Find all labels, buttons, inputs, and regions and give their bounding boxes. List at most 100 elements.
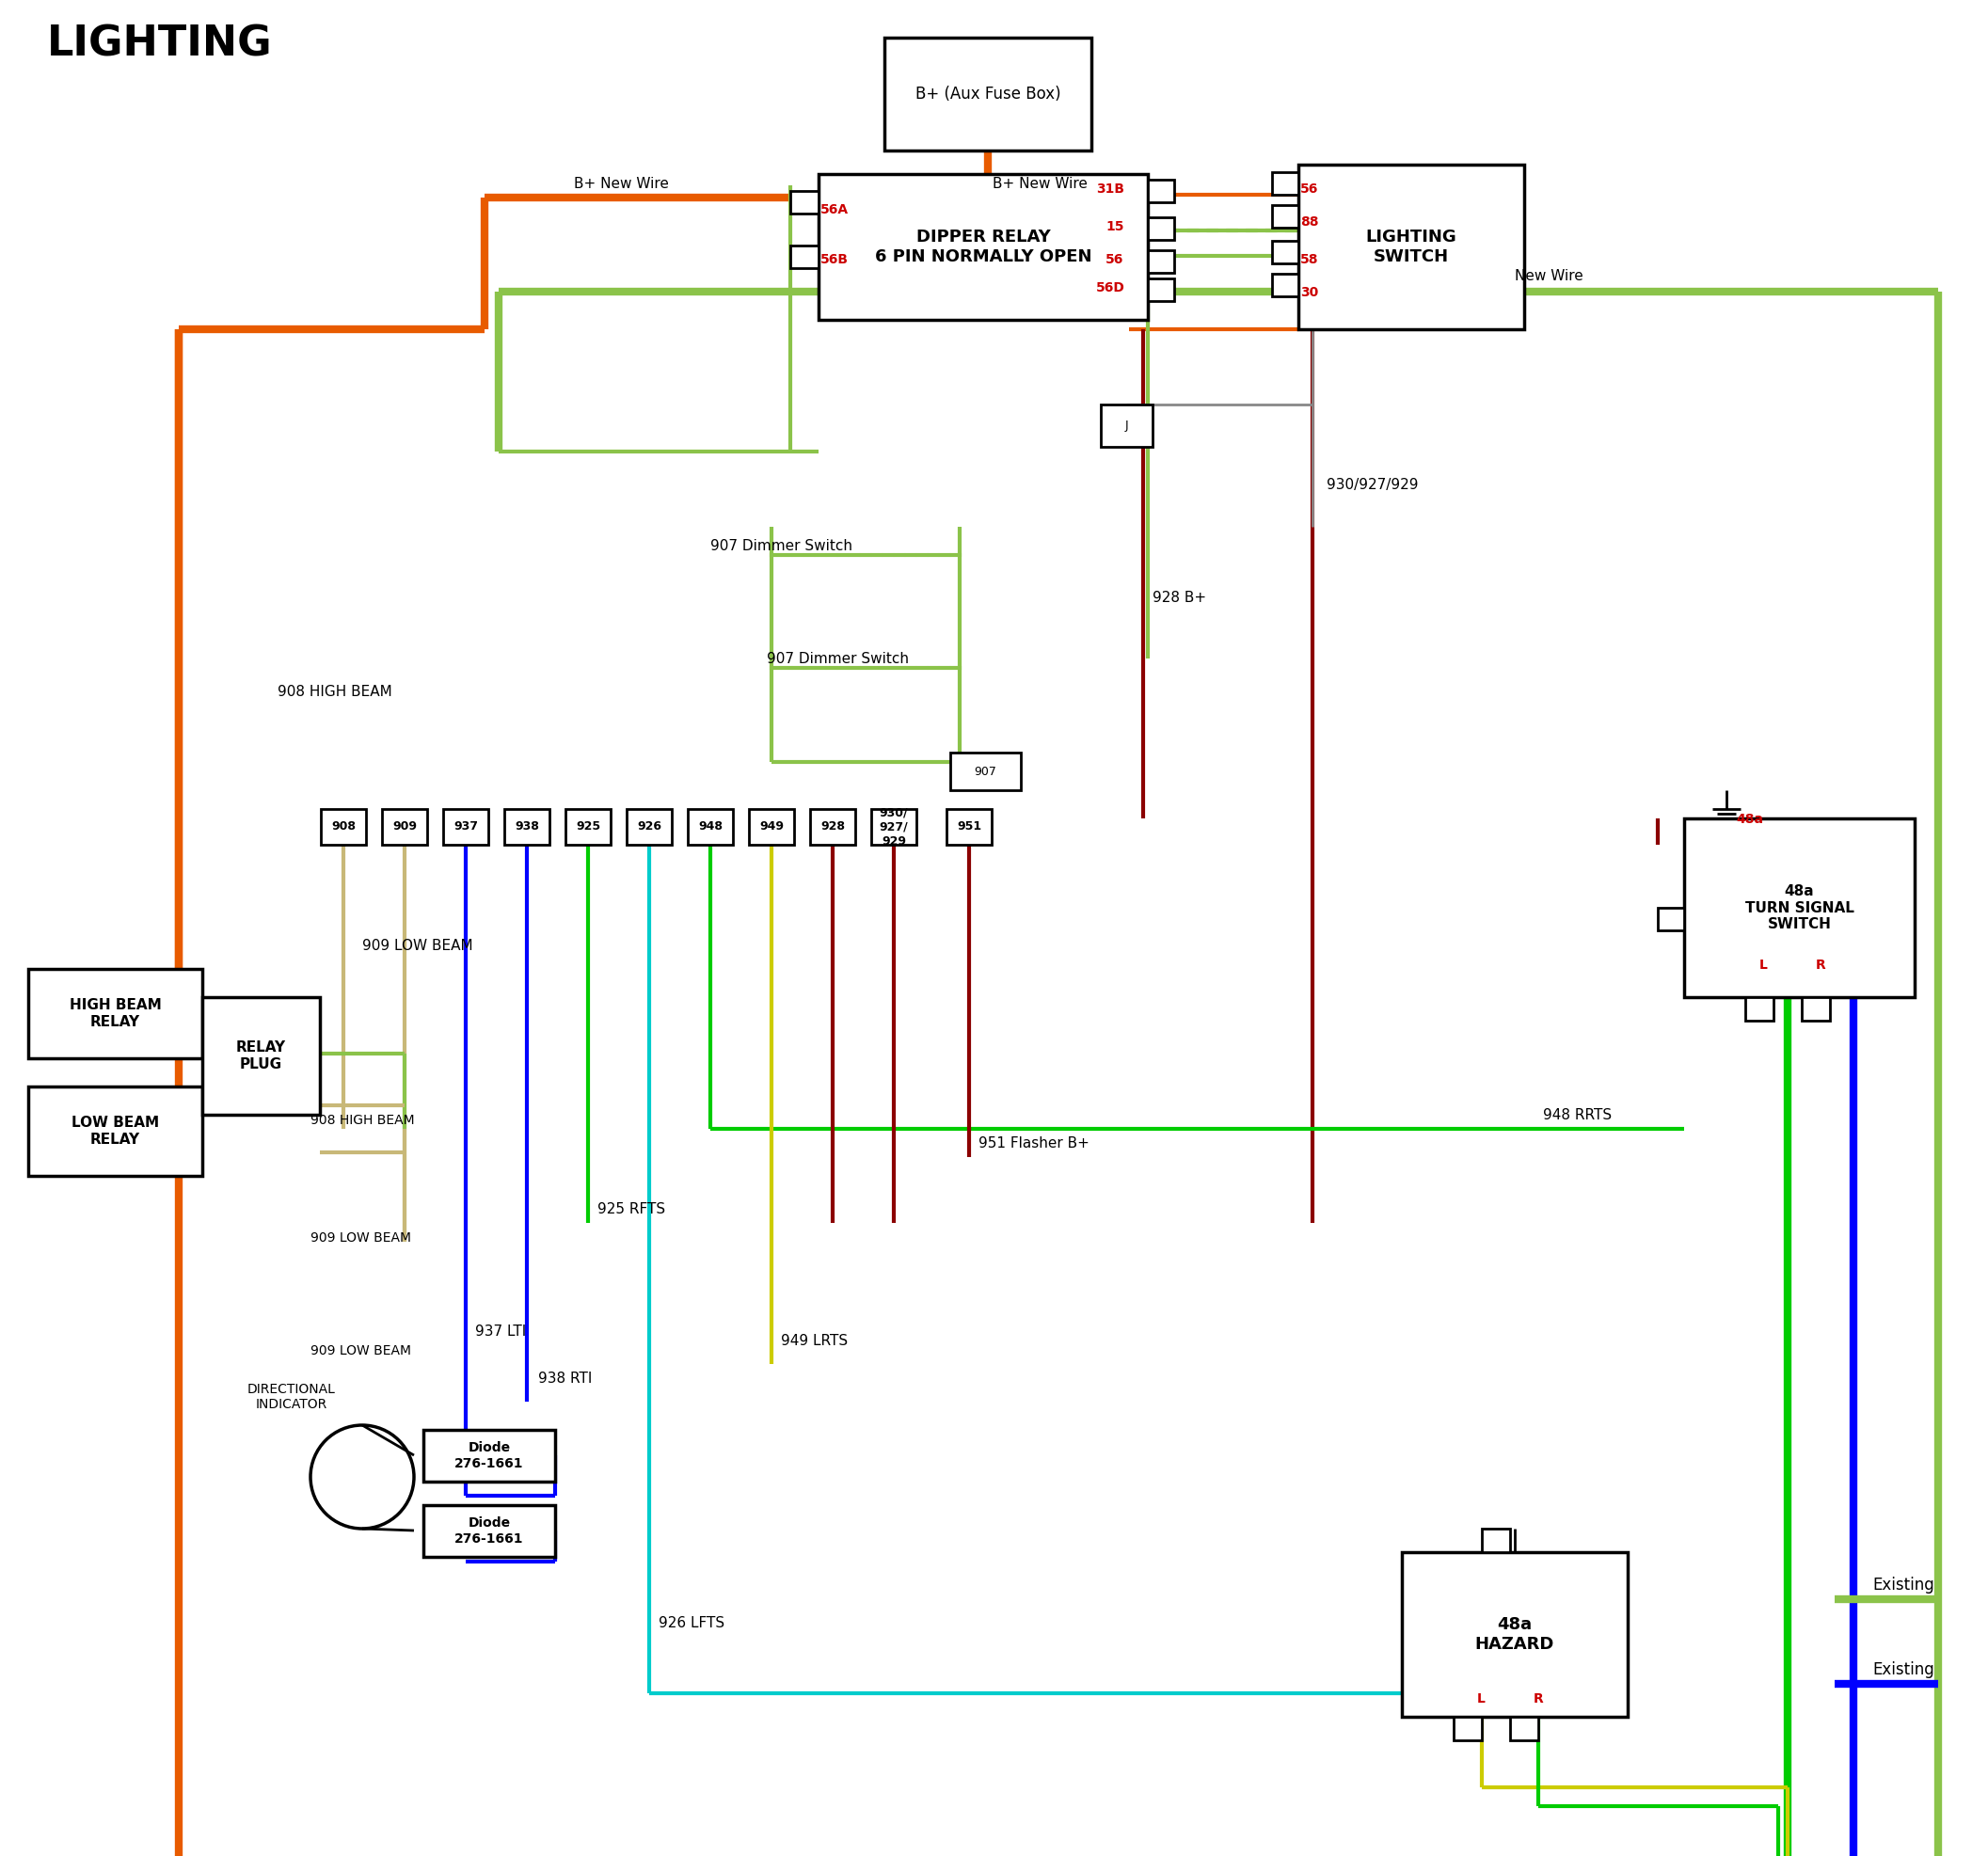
Text: 925 RFTS: 925 RFTS [598, 1203, 666, 1216]
FancyBboxPatch shape [1511, 1717, 1539, 1741]
Text: LIGHTING: LIGHTING [48, 24, 272, 65]
FancyBboxPatch shape [423, 1505, 555, 1557]
Text: 48a
HAZARD: 48a HAZARD [1475, 1617, 1555, 1652]
Text: 31B: 31B [1095, 182, 1125, 195]
Text: 937: 937 [453, 820, 477, 833]
FancyBboxPatch shape [1801, 997, 1829, 1021]
Text: 928: 928 [821, 820, 845, 833]
FancyBboxPatch shape [688, 809, 734, 844]
Text: 951: 951 [956, 820, 982, 833]
Text: 948: 948 [698, 820, 722, 833]
Text: 56A: 56A [821, 202, 849, 217]
FancyBboxPatch shape [1272, 173, 1298, 195]
FancyBboxPatch shape [1272, 241, 1298, 264]
Text: 908 HIGH BEAM: 908 HIGH BEAM [278, 685, 392, 700]
Text: LIGHTING
SWITCH: LIGHTING SWITCH [1366, 228, 1457, 265]
FancyBboxPatch shape [28, 1086, 203, 1177]
Text: 907: 907 [974, 765, 996, 778]
Text: B+ New Wire: B+ New Wire [575, 176, 668, 191]
FancyBboxPatch shape [1745, 997, 1773, 1021]
Text: DIRECTIONAL
INDICATOR: DIRECTIONAL INDICATOR [247, 1383, 336, 1411]
FancyBboxPatch shape [28, 969, 203, 1058]
FancyBboxPatch shape [1453, 1717, 1481, 1741]
Text: 909 LOW BEAM: 909 LOW BEAM [310, 1231, 412, 1245]
FancyBboxPatch shape [809, 809, 855, 844]
Text: B+ (Aux Fuse Box): B+ (Aux Fuse Box) [914, 85, 1062, 102]
FancyBboxPatch shape [423, 1429, 555, 1481]
FancyBboxPatch shape [443, 809, 489, 844]
Text: L: L [1759, 958, 1767, 973]
Text: 907 Dimmer Switch: 907 Dimmer Switch [767, 651, 909, 666]
FancyBboxPatch shape [946, 809, 992, 844]
FancyBboxPatch shape [791, 245, 819, 267]
FancyBboxPatch shape [626, 809, 672, 844]
FancyBboxPatch shape [791, 191, 819, 213]
FancyBboxPatch shape [1684, 818, 1914, 997]
Text: Existing: Existing [1873, 1661, 1934, 1678]
Text: 58: 58 [1300, 252, 1318, 265]
Text: 938: 938 [515, 820, 539, 833]
Text: 907 Dimmer Switch: 907 Dimmer Switch [710, 538, 853, 553]
Text: 937 LTI: 937 LTI [475, 1325, 527, 1338]
FancyBboxPatch shape [950, 752, 1020, 791]
Text: R: R [1533, 1693, 1545, 1706]
Text: L: L [1477, 1693, 1485, 1706]
FancyBboxPatch shape [382, 809, 427, 844]
Text: HIGH BEAM
RELAY: HIGH BEAM RELAY [70, 999, 161, 1028]
Text: LOW BEAM
RELAY: LOW BEAM RELAY [72, 1115, 159, 1147]
Text: Diode
276-1661: Diode 276-1661 [455, 1442, 523, 1470]
Text: 908: 908 [332, 820, 356, 833]
Text: 948 RRTS: 948 RRTS [1543, 1108, 1612, 1123]
FancyBboxPatch shape [1147, 251, 1175, 273]
FancyBboxPatch shape [1481, 1529, 1511, 1552]
Text: 926: 926 [636, 820, 662, 833]
Text: 909 LOW BEAM: 909 LOW BEAM [310, 1344, 412, 1357]
Text: 56D: 56D [1095, 282, 1125, 295]
FancyBboxPatch shape [505, 809, 549, 844]
Text: 925: 925 [577, 820, 600, 833]
Text: DIPPER RELAY
6 PIN NORMALLY OPEN: DIPPER RELAY 6 PIN NORMALLY OPEN [875, 228, 1091, 265]
Text: 56: 56 [1105, 252, 1123, 265]
Text: 56: 56 [1300, 182, 1318, 195]
Text: 48a
TURN SIGNAL
SWITCH: 48a TURN SIGNAL SWITCH [1745, 883, 1855, 932]
Text: 56B: 56B [821, 252, 849, 265]
Text: 930/
927/
929: 930/ 927/ 929 [879, 807, 909, 846]
Text: Existing: Existing [1873, 1576, 1934, 1594]
Text: 48a: 48a [1736, 813, 1763, 826]
Text: 88: 88 [1300, 215, 1318, 228]
FancyBboxPatch shape [1101, 405, 1153, 447]
FancyBboxPatch shape [565, 809, 610, 844]
Text: J: J [1125, 419, 1129, 432]
Text: 30: 30 [1300, 286, 1318, 299]
Text: 908 HIGH BEAM: 908 HIGH BEAM [310, 1114, 415, 1127]
FancyBboxPatch shape [1147, 217, 1175, 239]
FancyBboxPatch shape [871, 809, 916, 844]
Text: New Wire: New Wire [1515, 269, 1582, 284]
FancyBboxPatch shape [203, 997, 320, 1115]
Text: 926 LFTS: 926 LFTS [658, 1617, 724, 1630]
FancyBboxPatch shape [320, 809, 366, 844]
FancyBboxPatch shape [819, 174, 1147, 319]
Text: 909: 909 [392, 820, 417, 833]
FancyBboxPatch shape [1272, 204, 1298, 228]
FancyBboxPatch shape [1298, 165, 1525, 329]
Text: 928 B+: 928 B+ [1153, 590, 1207, 605]
Text: 949 LRTS: 949 LRTS [781, 1334, 847, 1347]
Text: 938 RTI: 938 RTI [539, 1372, 592, 1386]
FancyBboxPatch shape [885, 37, 1091, 150]
Text: 949: 949 [759, 820, 783, 833]
Text: 951 Flasher B+: 951 Flasher B+ [978, 1136, 1089, 1151]
Text: 909 LOW BEAM: 909 LOW BEAM [362, 939, 473, 952]
Text: RELAY
PLUG: RELAY PLUG [237, 1041, 286, 1071]
Text: B+ New Wire: B+ New Wire [992, 176, 1087, 191]
FancyBboxPatch shape [1147, 180, 1175, 202]
FancyBboxPatch shape [1402, 1552, 1628, 1717]
FancyBboxPatch shape [1147, 278, 1175, 301]
Text: Diode
276-1661: Diode 276-1661 [455, 1516, 523, 1546]
Text: 930/927/929: 930/927/929 [1326, 477, 1417, 492]
Text: R: R [1815, 958, 1825, 973]
FancyBboxPatch shape [1272, 273, 1298, 297]
FancyBboxPatch shape [749, 809, 793, 844]
Text: 15: 15 [1105, 221, 1123, 234]
FancyBboxPatch shape [1658, 908, 1684, 930]
